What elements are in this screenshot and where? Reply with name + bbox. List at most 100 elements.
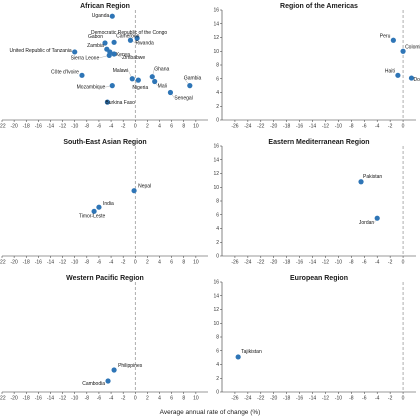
data-point-ghana: [149, 74, 155, 80]
x-tick-label: -24: [244, 124, 251, 130]
x-tick-label: -20: [270, 260, 277, 266]
y-tick-label: 0: [216, 254, 219, 260]
x-tick-label: -6: [362, 396, 367, 402]
data-point-dominican-republic: [408, 75, 415, 81]
point-label: Nigeria: [132, 85, 148, 91]
x-tick-label: -14: [47, 124, 54, 130]
point-label: Timor-Leste: [79, 213, 106, 219]
panel-title: European Region: [290, 275, 348, 282]
data-point-philippines: [111, 367, 117, 373]
point-label: India: [103, 201, 114, 207]
x-tick-label: -14: [309, 260, 316, 266]
y-tick-label: 6: [216, 348, 219, 354]
x-tick-label: -12: [322, 396, 329, 402]
x-tick-label: 0: [134, 260, 137, 266]
x-tick-label: 4: [158, 396, 161, 402]
x-tick-label: 10: [193, 124, 199, 130]
x-tick-label: -12: [322, 260, 329, 266]
x-tick-label: -6: [362, 260, 367, 266]
point-label: Pakistan: [363, 174, 382, 180]
y-tick-label: 2: [216, 240, 219, 246]
x-tick-label: -12: [59, 260, 66, 266]
point-label: United Republic of Tanzania: [10, 48, 72, 54]
point-label: Gambia: [184, 76, 202, 82]
x-tick-label: -4: [375, 260, 380, 266]
point-label: Zimbabwe: [122, 55, 145, 61]
x-tick-label: 0: [402, 124, 405, 130]
point-label: Zambia: [87, 43, 104, 49]
x-tick-label: -20: [270, 124, 277, 130]
y-tick-label: 8: [216, 63, 219, 69]
point-label: Cambodia: [82, 381, 105, 387]
point-label: Gabon: [88, 34, 103, 40]
x-tick-label: -18: [23, 124, 30, 130]
x-tick-label: -8: [349, 260, 354, 266]
y-tick-label: 0: [216, 390, 219, 396]
data-point-zimbabwe: [111, 51, 117, 57]
x-tick-label: -2: [121, 260, 126, 266]
point-label: Cameroon: [116, 33, 140, 39]
y-tick-label: 12: [213, 171, 219, 177]
data-point-cambodia: [105, 378, 111, 384]
x-tick-label: 0: [134, 124, 137, 130]
x-tick-label: 6: [170, 124, 173, 130]
data-point-mali: [152, 78, 158, 85]
y-tick-label: 6: [216, 76, 219, 82]
data-point-burkina-faso: [104, 99, 111, 105]
y-tick-label: 2: [216, 376, 219, 382]
y-tick-label: 14: [213, 157, 219, 163]
point-label: Mozambique: [77, 85, 106, 91]
x-tick-label: 2: [146, 396, 149, 402]
data-point-rwanda: [127, 37, 134, 43]
x-tick-label: -14: [47, 260, 54, 266]
x-tick-label: -16: [296, 260, 303, 266]
x-tick-label: -6: [97, 396, 102, 402]
x-tick-label: -14: [47, 396, 54, 402]
x-tick-label: -4: [375, 124, 380, 130]
y-tick-label: 4: [216, 90, 219, 96]
x-tick-label: -10: [335, 396, 342, 402]
data-point-tajikistan: [235, 354, 241, 360]
x-tick-label: -20: [270, 396, 277, 402]
x-tick-label: -24: [244, 396, 251, 402]
x-tick-label: -8: [85, 396, 90, 402]
x-tick-label: -2: [388, 124, 393, 130]
data-point-united-republic-of-tanzania: [72, 49, 78, 55]
x-tick-label: 0: [402, 260, 405, 266]
data-point-mozambique: [109, 83, 115, 89]
y-tick-label: 2: [216, 104, 219, 110]
x-tick-label: -22: [0, 260, 6, 266]
x-tick-label: -6: [97, 124, 102, 130]
data-point-nigeria: [135, 77, 141, 83]
x-tick-label: -10: [335, 260, 342, 266]
point-label: Ghana: [154, 67, 169, 73]
data-point-india: [96, 204, 102, 210]
point-label: Peru: [380, 33, 391, 39]
y-tick-label: 10: [213, 185, 219, 191]
x-tick-label: -6: [97, 260, 102, 266]
x-tick-label: -10: [71, 260, 78, 266]
data-point-cote-d-ivoire: [79, 72, 85, 78]
point-label: Côte d'Ivoire: [51, 69, 79, 75]
x-tick-label: -20: [11, 396, 18, 402]
x-tick-label: -14: [309, 396, 316, 402]
x-tick-label: -2: [388, 396, 393, 402]
x-tick-label: 8: [182, 396, 185, 402]
panel-western-pacific-region: Western Pacific Region-22-20-18-16-14-12…: [0, 275, 208, 402]
x-tick-label: -10: [71, 396, 78, 402]
x-tick-label: -12: [322, 124, 329, 130]
data-point-uganda: [109, 13, 115, 19]
data-point-gabon: [102, 40, 108, 46]
x-tick-label: 10: [193, 396, 199, 402]
x-axis-label: Average annual rate of change (%): [160, 409, 261, 416]
x-tick-label: -10: [71, 124, 78, 130]
point-label: Kenya: [116, 52, 130, 58]
x-tick-label: 0: [134, 396, 137, 402]
x-tick-label: -4: [109, 260, 114, 266]
x-tick-label: -4: [375, 396, 380, 402]
x-tick-label: -16: [296, 124, 303, 130]
x-tick-label: -26: [231, 124, 238, 130]
data-point-sierra-leone: [106, 52, 112, 58]
